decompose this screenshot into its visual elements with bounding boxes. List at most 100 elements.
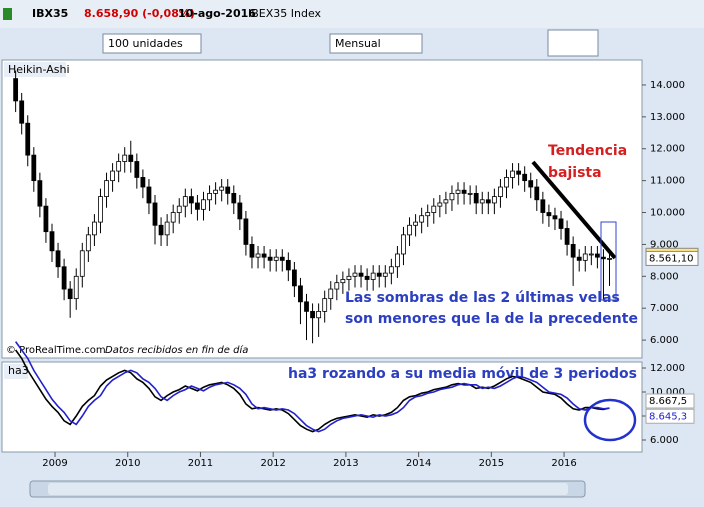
candle-body <box>261 253 267 258</box>
main-pane <box>1 59 643 359</box>
candle-body <box>182 196 188 207</box>
candle-body <box>461 189 467 194</box>
candle-body <box>231 192 237 204</box>
units-select[interactable] <box>102 33 202 54</box>
line <box>14 341 610 433</box>
title-bar <box>0 0 704 28</box>
candle-body <box>534 186 540 201</box>
candle-body <box>110 170 115 182</box>
highlight-circle <box>583 398 637 442</box>
icon <box>3 8 12 20</box>
y-tick-label: 7.000 <box>650 303 679 314</box>
candle-body <box>352 272 358 277</box>
candle-body <box>570 244 576 258</box>
units: 100 unidades <box>108 37 183 50</box>
candle-body <box>225 186 231 194</box>
index-name: IBEX35 Index <box>248 7 322 20</box>
annotation: son menores que la de la precedente <box>345 311 638 327</box>
candle-body <box>540 199 546 213</box>
candle-body <box>116 161 122 172</box>
candle-body <box>195 202 200 210</box>
annotation: Las sombras de las 2 últimas velas <box>345 290 620 306</box>
candle-body <box>564 228 570 245</box>
line <box>14 349 610 433</box>
candle-body <box>243 218 249 245</box>
y-tick-label: 12.000 <box>650 144 685 155</box>
candle-body <box>401 234 406 255</box>
x-tick-label: 2015 <box>479 458 504 469</box>
candle-body <box>152 202 158 226</box>
y-tick-label: 10.000 <box>650 208 685 219</box>
pane-label-box <box>4 364 28 379</box>
annotation: bajista <box>548 165 602 181</box>
y-tick-label: 11.000 <box>650 176 685 187</box>
candle-body <box>425 212 431 217</box>
value-tag-label: 8.645,3 <box>649 411 687 422</box>
x-tick-label: 2009 <box>42 458 67 469</box>
candle-body <box>255 253 261 258</box>
candle-body <box>588 253 594 256</box>
price-tag <box>645 250 699 266</box>
candle-body <box>594 253 600 258</box>
x-tick-label: 2013 <box>333 458 358 469</box>
symbol: IBX35 <box>32 7 68 20</box>
candle-body <box>176 205 182 213</box>
candle-body <box>552 215 558 220</box>
candle-body <box>516 170 522 175</box>
value-tag <box>645 393 695 409</box>
candle-body <box>473 192 479 204</box>
candle-body <box>73 275 79 300</box>
candle-body <box>146 186 152 204</box>
candle-body <box>310 310 315 319</box>
candle-body <box>128 154 134 162</box>
candle-body <box>485 199 491 204</box>
candle-body <box>140 177 146 188</box>
candle-body <box>92 221 97 236</box>
annotation: Tendencia <box>548 143 627 159</box>
candle-body <box>407 224 412 236</box>
candle-body <box>582 253 588 261</box>
x-tick-label: 2016 <box>551 458 576 469</box>
lower-pane <box>1 361 643 453</box>
candle-body <box>134 161 140 178</box>
candle-body <box>322 298 328 312</box>
candle-body <box>122 154 128 162</box>
candle-body <box>498 186 503 197</box>
candle-body <box>201 199 206 210</box>
x-tick-label: 2014 <box>406 458 431 469</box>
pane-label: Heikin-Ashi <box>8 63 70 76</box>
candle-body <box>55 250 61 268</box>
x-tick-label: 2011 <box>188 458 213 469</box>
y-tick-label: 13.000 <box>650 112 685 123</box>
candle-body <box>213 189 219 194</box>
candle-body <box>79 250 85 277</box>
quote: 8.658,90 (-0,08%) <box>84 7 195 20</box>
candle-body <box>601 256 606 260</box>
candle-body <box>395 253 400 268</box>
candle-body <box>207 192 212 201</box>
candle-body <box>528 180 534 188</box>
candle-body <box>491 196 497 204</box>
candle-body <box>291 269 297 287</box>
candle-body <box>85 234 91 252</box>
period-select[interactable] <box>329 33 423 54</box>
candle-body <box>43 205 49 233</box>
x-tick-label: 2012 <box>260 458 285 469</box>
period: Mensual <box>335 37 381 50</box>
candle-body <box>13 78 19 102</box>
candle-body <box>376 272 382 277</box>
chart-type-button[interactable] <box>547 29 599 57</box>
candle-body <box>304 301 309 312</box>
candle-body <box>413 221 418 226</box>
candle-body <box>31 154 37 182</box>
candle-body <box>170 212 176 223</box>
candle-body <box>334 282 340 290</box>
candle-body <box>98 196 103 223</box>
scroll-thumb[interactable] <box>48 483 568 495</box>
y-tick-label: 6.000 <box>650 435 679 446</box>
candle-body <box>419 215 425 223</box>
price-tag-label: 8.561,10 <box>649 253 694 264</box>
candle-body <box>576 256 582 261</box>
candle-body <box>504 177 509 188</box>
pane-label: ha3 <box>8 364 29 377</box>
